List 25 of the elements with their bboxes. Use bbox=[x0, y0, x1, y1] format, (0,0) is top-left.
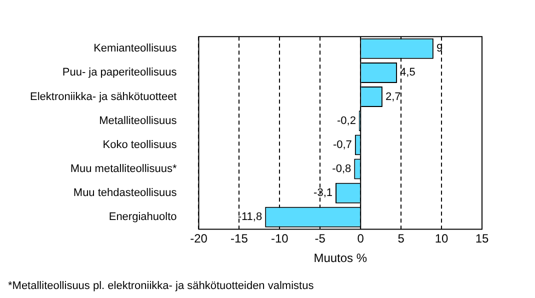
x-tick-label: 15 bbox=[475, 232, 489, 246]
data-label: -0,2 bbox=[337, 114, 356, 127]
x-tick-label: -15 bbox=[230, 232, 248, 246]
y-tick-label: Muu metalliteollisuus* bbox=[70, 163, 178, 176]
x-tick-label: -10 bbox=[271, 232, 289, 246]
data-label: -11,8 bbox=[238, 211, 262, 224]
data-label: 4,5 bbox=[400, 66, 416, 79]
data-label: -0,7 bbox=[332, 138, 352, 151]
y-tick-label: Muu tehdasteollisuus bbox=[73, 187, 178, 200]
data-label: -3,1 bbox=[314, 187, 333, 200]
x-tick-label: 5 bbox=[398, 232, 405, 246]
y-tick-label: Puu- ja paperiteollisuus bbox=[62, 66, 178, 79]
text: *Metalliteollisuus pl. elektroniikka- ja sähkötuotteiden valmistus bbox=[8, 280, 315, 292]
y-tick-label: Energiahuolto bbox=[108, 211, 177, 224]
y-tick-label: Elektroniikka- ja sähkötuotteet bbox=[30, 90, 177, 103]
y-tick-label: Kemianteollisuus bbox=[94, 42, 178, 55]
x-tick-label: 10 bbox=[434, 232, 449, 246]
x-tick-label: -20 bbox=[190, 232, 208, 246]
y-tick-label: Metalliteollisuus bbox=[99, 114, 178, 127]
data-label: -0,8 bbox=[332, 163, 352, 176]
data-label: 2,7 bbox=[385, 90, 401, 103]
x-axis-title: Muutos % bbox=[314, 251, 368, 266]
x-tick-label: -5 bbox=[314, 232, 326, 246]
y-tick-label: Koko teollisuus bbox=[102, 138, 178, 151]
x-tick-label: 0 bbox=[357, 232, 364, 246]
